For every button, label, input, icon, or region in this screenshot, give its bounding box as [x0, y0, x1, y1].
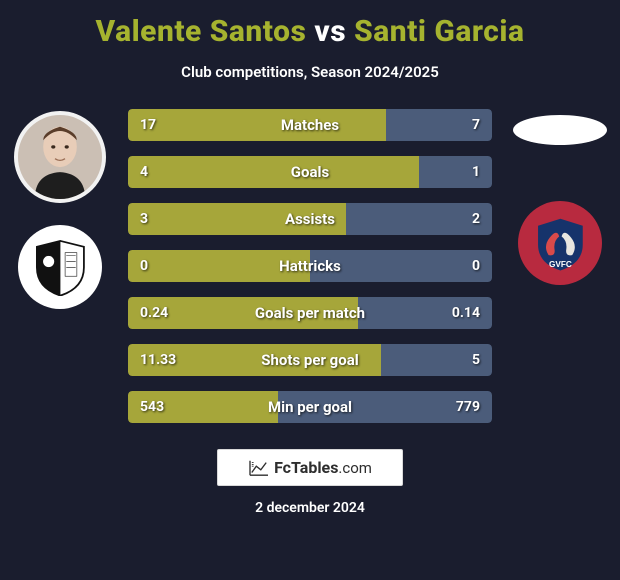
- stat-value-left: 0.24: [128, 305, 188, 321]
- svg-text:GVFC: GVFC: [549, 260, 572, 269]
- stat-row: 11.33Shots per goal5: [128, 344, 492, 376]
- stat-value-left: 0: [128, 258, 188, 274]
- player2-name: Santi Garcia: [354, 14, 524, 49]
- subtitle: Club competitions, Season 2024/2025: [181, 63, 439, 81]
- stat-value-left: 4: [128, 164, 188, 180]
- stat-label: Hattricks: [188, 257, 432, 275]
- brand-suffix: .com: [338, 459, 372, 477]
- stat-row: 17Matches7: [128, 109, 492, 141]
- stat-label: Shots per goal: [188, 351, 432, 369]
- content-row: 17Matches7 4Goals1 3Assists2 0Hattricks0 0.2…: [0, 109, 620, 423]
- brand-badge: FcTables.com: [217, 449, 403, 486]
- stat-label: Min per goal: [188, 398, 432, 416]
- stat-row: 4Goals1: [128, 156, 492, 188]
- stat-label: Assists: [188, 210, 432, 228]
- stat-value-left: 11.33: [128, 352, 188, 368]
- person-icon: [18, 115, 102, 199]
- stat-value-right: 2: [432, 211, 492, 227]
- stat-row: 543Min per goal779: [128, 391, 492, 423]
- chart-icon: [248, 459, 270, 477]
- stat-row: 0Hattricks0: [128, 250, 492, 282]
- stat-label: Goals per match: [188, 304, 432, 322]
- left-column: [0, 109, 120, 309]
- right-column: GVFC: [500, 109, 620, 285]
- player1-avatar: [14, 111, 106, 203]
- stat-value-right: 0: [432, 258, 492, 274]
- stat-label: Goals: [188, 163, 432, 181]
- stat-value-left: 3: [128, 211, 188, 227]
- stat-value-right: 779: [432, 399, 492, 415]
- stat-row: 3Assists2: [128, 203, 492, 235]
- player2-avatar: [513, 115, 607, 145]
- club-crest-icon: GVFC: [531, 214, 590, 273]
- date-text: 2 december 2024: [255, 500, 365, 516]
- page-title: Valente Santos vs Santi Garcia: [96, 14, 525, 49]
- stat-row: 0.24Goals per match0.14: [128, 297, 492, 329]
- stat-value-right: 1: [432, 164, 492, 180]
- player2-club-badge: GVFC: [518, 201, 602, 285]
- stat-value-left: 543: [128, 399, 188, 415]
- brand-name: FcTables: [274, 458, 338, 477]
- stat-value-right: 7: [432, 117, 492, 133]
- player1-name: Valente Santos: [96, 14, 307, 49]
- stat-value-right: 5: [432, 352, 492, 368]
- stat-value-left: 17: [128, 117, 188, 133]
- player1-club-badge: [18, 225, 102, 309]
- stat-value-right: 0.14: [432, 305, 492, 321]
- shield-icon: [31, 238, 90, 297]
- stat-bars: 17Matches7 4Goals1 3Assists2 0Hattricks0 0.2…: [120, 109, 500, 423]
- stat-label: Matches: [188, 116, 432, 134]
- brand-text: FcTables.com: [274, 458, 372, 477]
- vs-text: vs: [314, 14, 354, 49]
